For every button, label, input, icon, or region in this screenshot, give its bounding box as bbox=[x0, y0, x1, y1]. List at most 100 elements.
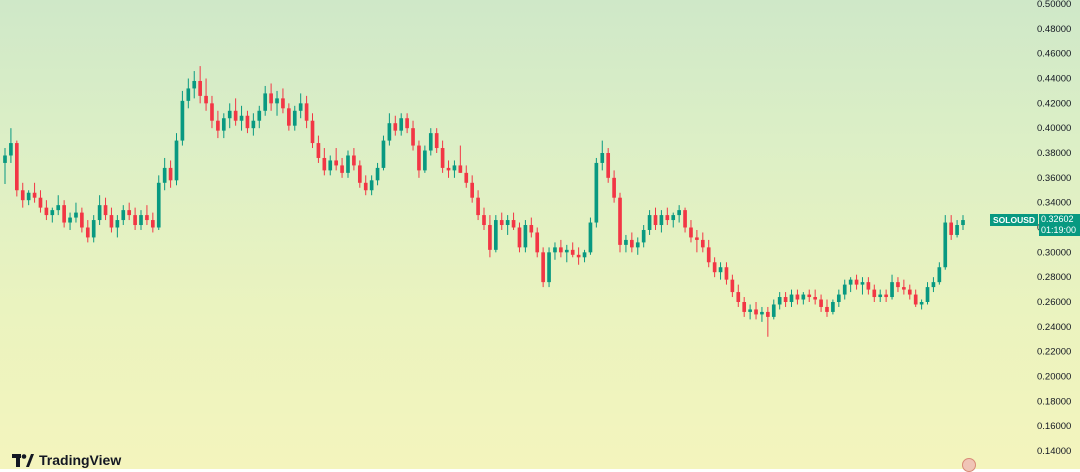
candle-body bbox=[748, 309, 752, 312]
candle bbox=[535, 227, 540, 258]
candle-body bbox=[275, 98, 279, 104]
candle bbox=[369, 175, 374, 196]
candle bbox=[304, 95, 309, 129]
candle-body bbox=[316, 143, 321, 158]
candle bbox=[145, 205, 149, 226]
candle bbox=[884, 289, 888, 302]
candle bbox=[346, 150, 350, 178]
candle bbox=[819, 294, 823, 312]
candle-body bbox=[9, 143, 13, 156]
candle-body bbox=[653, 215, 658, 226]
candle bbox=[635, 237, 640, 255]
candle bbox=[423, 145, 427, 173]
candle-body bbox=[505, 220, 510, 226]
candle bbox=[570, 242, 575, 258]
candle bbox=[807, 289, 812, 302]
candle bbox=[310, 113, 315, 149]
candle-body bbox=[677, 210, 681, 216]
candle bbox=[836, 289, 841, 307]
candle bbox=[931, 277, 936, 293]
candle bbox=[760, 306, 764, 322]
candle-body bbox=[103, 205, 108, 216]
candle-body bbox=[109, 215, 114, 228]
candle bbox=[275, 90, 279, 116]
candle-body bbox=[635, 242, 640, 248]
bar-countdown: 01:19:00 bbox=[1041, 225, 1077, 235]
candle-body bbox=[854, 279, 859, 285]
candle bbox=[62, 200, 66, 228]
price-countdown-tag: 0.32602 01:19:00 bbox=[1039, 214, 1080, 236]
candle-body bbox=[198, 80, 202, 96]
candle-body bbox=[576, 254, 581, 258]
candle bbox=[559, 239, 563, 258]
candle bbox=[50, 207, 55, 223]
candle bbox=[689, 220, 693, 243]
candle-body bbox=[257, 110, 262, 121]
candle bbox=[91, 215, 96, 243]
candle-body bbox=[760, 311, 764, 315]
candle-body bbox=[511, 220, 516, 228]
candle bbox=[624, 234, 628, 253]
candle-body bbox=[689, 227, 693, 238]
candle-body bbox=[85, 227, 90, 238]
candle-body bbox=[32, 192, 37, 198]
candle bbox=[292, 105, 297, 131]
candle bbox=[109, 207, 114, 233]
candle-body bbox=[624, 239, 628, 245]
candle-body bbox=[399, 118, 404, 131]
candle-body bbox=[20, 190, 25, 201]
candle-body bbox=[411, 128, 415, 146]
candle-body bbox=[334, 160, 338, 166]
candle bbox=[665, 207, 670, 226]
candle bbox=[553, 242, 557, 260]
candle bbox=[56, 195, 61, 216]
logo-text: TradingView bbox=[39, 452, 122, 468]
candle bbox=[38, 190, 43, 213]
candle-body bbox=[281, 98, 285, 109]
candle-body bbox=[842, 284, 847, 295]
candle-body bbox=[80, 212, 84, 228]
candle bbox=[848, 277, 853, 293]
tradingview-logo[interactable]: TradingView bbox=[12, 452, 121, 468]
candle-body bbox=[647, 215, 652, 230]
last-price-label: SOLOUSD 0.32602 01:19:00 bbox=[990, 214, 1080, 236]
candle-body bbox=[754, 309, 758, 315]
candle bbox=[216, 110, 220, 139]
candle bbox=[612, 170, 616, 203]
candle bbox=[771, 299, 776, 320]
candle bbox=[387, 113, 392, 146]
candle-body bbox=[458, 165, 463, 173]
candle-body bbox=[612, 177, 616, 198]
candle bbox=[547, 247, 551, 288]
candle-body bbox=[133, 215, 137, 226]
candle-body bbox=[328, 160, 333, 171]
candle-body bbox=[115, 220, 120, 228]
candle-body bbox=[464, 172, 469, 183]
tradingview-logo-icon bbox=[12, 453, 34, 467]
candle bbox=[736, 284, 741, 307]
candle bbox=[375, 162, 380, 186]
candle-body bbox=[186, 88, 191, 101]
candle bbox=[227, 103, 232, 129]
y-tick-label: 0.46000 bbox=[1037, 49, 1071, 60]
candle-body bbox=[393, 123, 398, 131]
candle-body bbox=[434, 133, 439, 149]
candle-body bbox=[97, 205, 102, 221]
candle-body bbox=[452, 165, 457, 171]
scroll-to-realtime-icon[interactable] bbox=[962, 458, 976, 472]
candle-body bbox=[961, 220, 965, 226]
candle bbox=[458, 145, 463, 173]
candle-body bbox=[298, 103, 303, 111]
candle bbox=[298, 93, 303, 119]
candle bbox=[180, 90, 185, 146]
candle-body bbox=[38, 197, 43, 208]
candle-body bbox=[706, 247, 711, 263]
symbol-tag: SOLOUSD bbox=[990, 214, 1039, 226]
candle bbox=[541, 247, 545, 288]
candle-body bbox=[890, 282, 894, 298]
candle bbox=[417, 140, 421, 178]
candle-body bbox=[493, 220, 498, 250]
candle bbox=[630, 232, 634, 253]
